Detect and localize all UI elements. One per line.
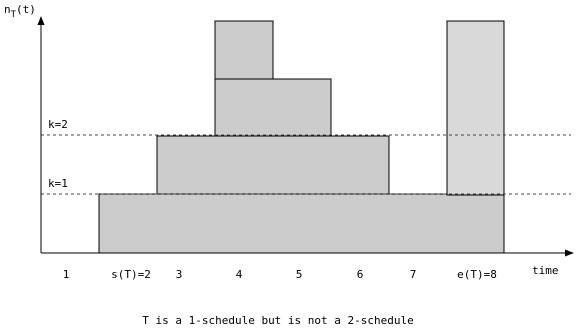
level-label-k2: k=2	[48, 118, 68, 131]
tick-label-4: 4	[236, 268, 243, 281]
block-tall-right	[446, 20, 505, 196]
x-axis-arrow-icon	[565, 249, 574, 257]
tick-label-1: 1	[63, 268, 70, 281]
y-axis-arrow-icon	[37, 16, 45, 25]
level-label-k1: k=1	[48, 177, 68, 190]
block-base	[98, 193, 505, 254]
y-axis-label: nT(t)	[4, 3, 36, 20]
block-level-3	[214, 78, 332, 137]
tick-label-5: 5	[296, 268, 303, 281]
y-axis-label-sub: T	[11, 10, 17, 20]
tick-label-6: 6	[357, 268, 364, 281]
block-level-2	[156, 135, 390, 195]
tick-label-8: e(T)=8	[457, 268, 497, 281]
x-axis-label: time	[532, 264, 559, 277]
tick-label-7: 7	[410, 268, 417, 281]
y-axis-label-main: n	[4, 3, 11, 16]
y-axis-label-suffix: (t)	[16, 3, 36, 16]
tick-label-3: 3	[176, 268, 183, 281]
diagram-caption: T is a 1-schedule but is not a 2-schedul…	[142, 314, 414, 327]
block-level-4	[214, 20, 274, 80]
tick-label-2: s(T)=2	[111, 268, 151, 281]
